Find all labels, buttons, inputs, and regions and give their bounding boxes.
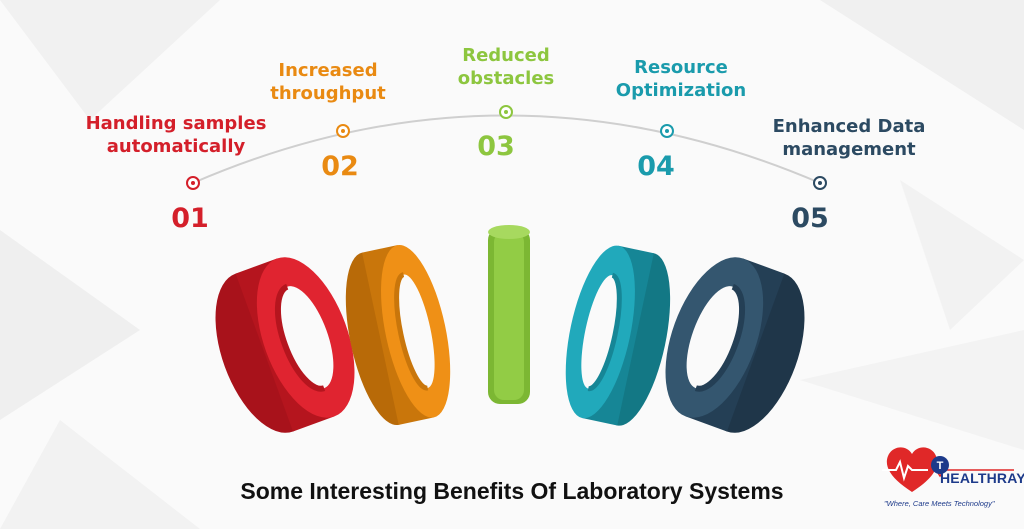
step-5-label-line1: Enhanced Data [772,116,926,137]
step-4-number: 04 [637,151,675,182]
step-5-label: Enhanced Data management [773,115,926,161]
bg-facet [0,420,200,529]
bg-facet [0,0,220,120]
step-2-number: 02 [321,151,359,182]
step-4-dot [660,124,674,138]
step-4-label-line1: Resource [634,57,728,78]
step-3-dot [499,105,513,119]
bg-facet [0,230,140,420]
bg-facet [800,330,1024,450]
step-2-label-line2: throughput [270,83,386,104]
step-1-number: 01 [171,203,209,234]
step-5-label-line2: management [782,139,916,160]
brand-name: HEALTHRAY [940,470,1024,486]
step-2-label-line1: Increased [278,60,378,81]
ring-navy [665,257,805,433]
step-1-dot [186,176,200,190]
ring-teal [565,245,671,426]
step-5-dot [813,176,827,190]
ring-orange [345,244,451,426]
step-1-label-line2: automatically [106,136,246,157]
bg-facet [900,180,1024,330]
step-5-number: 05 [791,203,829,234]
bg-facet [820,0,1024,130]
step-3-number: 03 [477,131,515,162]
page-title: Some Interesting Benefits Of Laboratory … [240,478,784,504]
logo-badge [931,456,949,474]
step-1-label: Handling samples automatically [86,112,267,158]
step-3-label: Reduced obstacles [458,44,554,90]
ring-green [488,225,530,404]
brand-tagline: "Where, Care Meets Technology" [884,499,995,508]
step-3-label-line2: obstacles [457,68,555,89]
step-4-label: Resource Optimization [616,56,746,102]
ring-red [215,257,355,433]
step-4-label-line2: Optimization [615,80,747,101]
healthray-logo: T [882,447,1014,492]
step-2-dot [336,124,350,138]
step-1-label-line1: Handling samples [85,113,267,134]
step-2-label: Increased throughput [270,59,385,105]
logo-letter: T [937,460,944,472]
pulse-line-icon [882,459,928,482]
step-3-label-line1: Reduced [462,45,550,66]
